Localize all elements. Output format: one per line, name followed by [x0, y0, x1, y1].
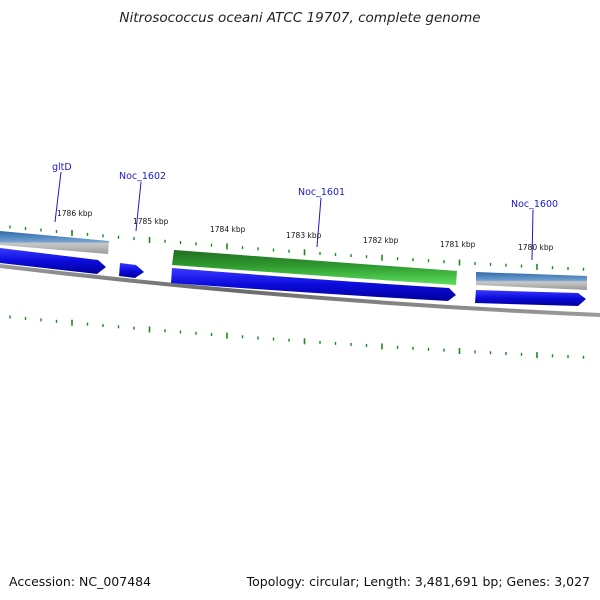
gene-label-noc1600[interactable]: Noc_1600	[511, 199, 558, 210]
leader-line-gltD	[54, 171, 62, 223]
outer-tick-ring	[9, 225, 585, 271]
accession-label: Accession: NC_007484	[9, 574, 152, 589]
gene-label-noc1601[interactable]: Noc_1601	[298, 187, 345, 198]
tick-label-1786: 1786 kbp	[57, 209, 93, 218]
cds-arrow-noc1601[interactable]	[171, 268, 456, 301]
genome-stats: Topology: circular; Length: 3,481,691 bp…	[246, 574, 590, 589]
gene-feature-noc1601-top[interactable]	[172, 250, 457, 285]
leader-line-noc1602	[135, 181, 142, 232]
cds-arrow-noc1600[interactable]	[475, 290, 586, 306]
genome-title: Nitrosococcus oceani ATCC 19707, complet…	[119, 10, 481, 26]
inner-tick-ring	[9, 315, 585, 359]
tick-label-1785: 1785 kbp	[133, 217, 169, 226]
genome-backbone	[0, 264, 600, 317]
gene-label-gltD[interactable]: gltD	[52, 162, 72, 173]
tick-label-1782: 1782 kbp	[363, 236, 399, 245]
tick-label-1784: 1784 kbp	[210, 225, 246, 234]
cds-arrow-noc1602[interactable]	[119, 263, 144, 278]
tick-label-1781: 1781 kbp	[440, 240, 476, 249]
leader-line-noc1600	[531, 209, 534, 261]
tick-label-1780: 1780 kbp	[518, 243, 554, 252]
tick-label-1783: 1783 kbp	[286, 231, 322, 240]
leader-line-noc1601	[316, 197, 322, 248]
cds-arrow-gltD[interactable]	[0, 248, 106, 274]
gene-feature-gltD-top[interactable]	[0, 231, 109, 254]
gene-label-noc1602[interactable]: Noc_1602	[119, 171, 166, 182]
gene-feature-noc1600-top[interactable]	[476, 272, 587, 290]
